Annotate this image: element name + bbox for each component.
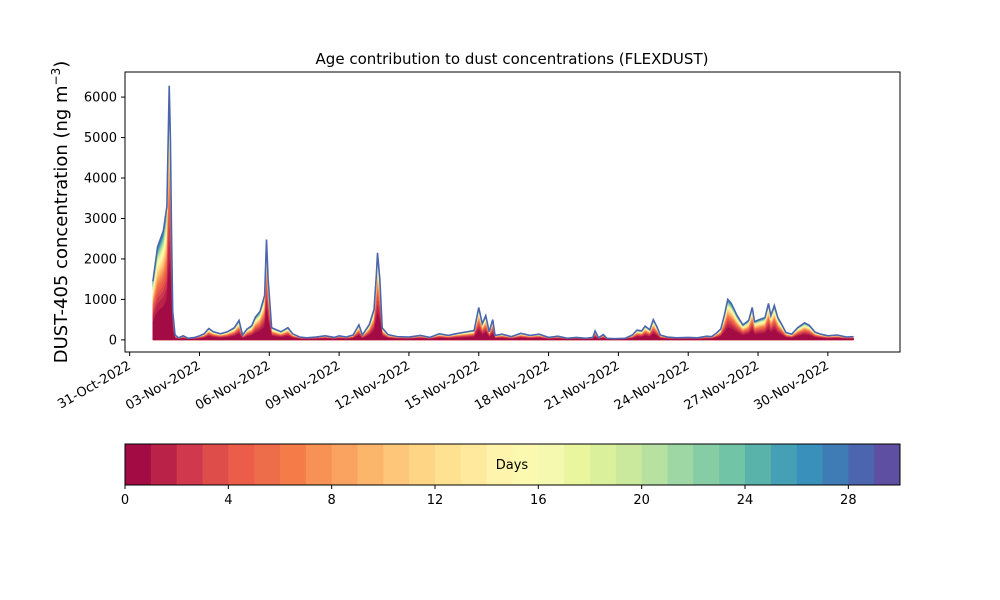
age-layer-day-19 (152, 119, 854, 341)
colorbar-tick-label: 0 (121, 493, 129, 508)
y-tick-label: 1000 (84, 293, 117, 308)
colorbar-bin (254, 444, 281, 485)
age-contribution-areas (152, 85, 854, 341)
y-tick-label: 4000 (84, 172, 117, 187)
x-tick-label: 06-Nov-2022 (193, 358, 273, 413)
chart-title: Age contribution to dust concentrations … (316, 50, 709, 68)
age-layer-day-20 (152, 115, 854, 341)
age-layer-day-4 (152, 204, 854, 341)
colorbar-bin (383, 444, 410, 485)
colorbar-bin (280, 444, 307, 485)
colorbar-bin (745, 444, 772, 485)
age-layer-day-18 (152, 123, 854, 341)
colorbar-bin (538, 444, 565, 485)
y-axis-ticks: 0 1000 2000 3000 4000 5000 6000 (84, 91, 125, 348)
age-layer-day-3 (152, 214, 854, 341)
x-tick-label: 31-Oct-2022 (55, 358, 133, 412)
age-layer-day-22 (152, 108, 854, 341)
colorbar-bin (848, 444, 875, 485)
y-tick-label: 3000 (84, 212, 117, 227)
age-layer-day-23 (152, 104, 854, 341)
colorbar-bin (770, 444, 798, 485)
age-layer-day-24 (152, 101, 854, 341)
colorbar-bin (693, 444, 720, 485)
age-layer-day-29 (152, 85, 854, 341)
colorbar-tick-label: 24 (737, 493, 754, 508)
colorbar-tick-label: 16 (530, 493, 547, 508)
x-tick-label: 12-Nov-2022 (333, 358, 413, 413)
colorbar-bin (435, 444, 462, 485)
colorbar-bin (615, 444, 643, 485)
colorbar-tick-label: 8 (328, 493, 336, 508)
colorbar-bin (796, 444, 823, 485)
age-layer-day-27 (152, 91, 854, 341)
colorbar-bin (409, 444, 436, 485)
x-tick-label: 27-Nov-2022 (682, 358, 762, 413)
colorbar-bin (874, 444, 901, 485)
colorbar-bin (305, 444, 333, 485)
total-concentration-line (152, 85, 854, 340)
colorbar-bin (176, 444, 203, 485)
age-layer-day-0 (152, 262, 854, 341)
colorbar-bin (357, 444, 384, 485)
colorbar-bin (486, 444, 513, 485)
x-tick-label: 03-Nov-2022 (123, 358, 203, 413)
age-layer-day-15 (152, 135, 854, 341)
colorbar-bin (719, 444, 746, 485)
colorbar-bin (641, 444, 668, 485)
age-layer-day-21 (152, 111, 854, 341)
colorbar-bin (331, 444, 358, 485)
colorbar-ticks: 0 4 8 12 16 20 24 28 (121, 485, 857, 508)
colorbar-bin (228, 444, 255, 485)
colorbar-tick-label: 28 (840, 493, 857, 508)
y-tick-label: 2000 (84, 252, 117, 267)
plot-frame (124, 71, 901, 353)
colorbar-bins (125, 444, 901, 485)
colorbar-bin (512, 444, 539, 485)
colorbar-bin (590, 444, 617, 485)
x-tick-label: 24-Nov-2022 (612, 358, 692, 413)
x-tick-label: 18-Nov-2022 (472, 358, 552, 413)
colorbar-tick-label: 12 (427, 493, 444, 508)
y-tick-label: 0 (109, 333, 117, 348)
x-tick-label: 30-Nov-2022 (752, 358, 832, 413)
y-axis-label: DUST-405 concentration (ng m−3) (49, 61, 72, 364)
colorbar-label: Days (496, 458, 529, 473)
age-layer-day-1 (152, 241, 854, 341)
colorbar-bin (822, 444, 849, 485)
colorbar-bin (202, 444, 229, 485)
colorbar-tick-label: 20 (633, 493, 650, 508)
x-tick-label: 15-Nov-2022 (402, 358, 482, 413)
age-layer-day-14 (152, 140, 854, 341)
age-layer-day-2 (152, 226, 854, 341)
colorbar-bin (460, 444, 488, 485)
x-tick-label: 21-Nov-2022 (542, 358, 622, 413)
colorbar-bin (667, 444, 694, 485)
colorbar-bin (125, 444, 152, 485)
age-layer-day-28 (152, 88, 854, 341)
age-layer-day-11 (152, 155, 854, 341)
age-layer-day-17 (152, 127, 854, 341)
x-tick-label: 09-Nov-2022 (263, 358, 343, 413)
y-tick-label: 5000 (84, 131, 117, 146)
y-tick-label: 6000 (84, 91, 117, 106)
colorbar-bin (150, 444, 178, 485)
age-layer-day-16 (152, 131, 854, 341)
age-layer-day-26 (152, 94, 854, 341)
colorbar-tick-label: 4 (224, 493, 232, 508)
colorbar-bin (564, 444, 591, 485)
x-axis-ticks: 31-Oct-202203-Nov-202206-Nov-202209-Nov-… (55, 352, 832, 413)
age-layer-day-13 (152, 145, 854, 341)
age-layer-day-12 (152, 150, 854, 341)
colorbar-frame (124, 443, 901, 486)
age-layer-day-25 (152, 98, 854, 341)
